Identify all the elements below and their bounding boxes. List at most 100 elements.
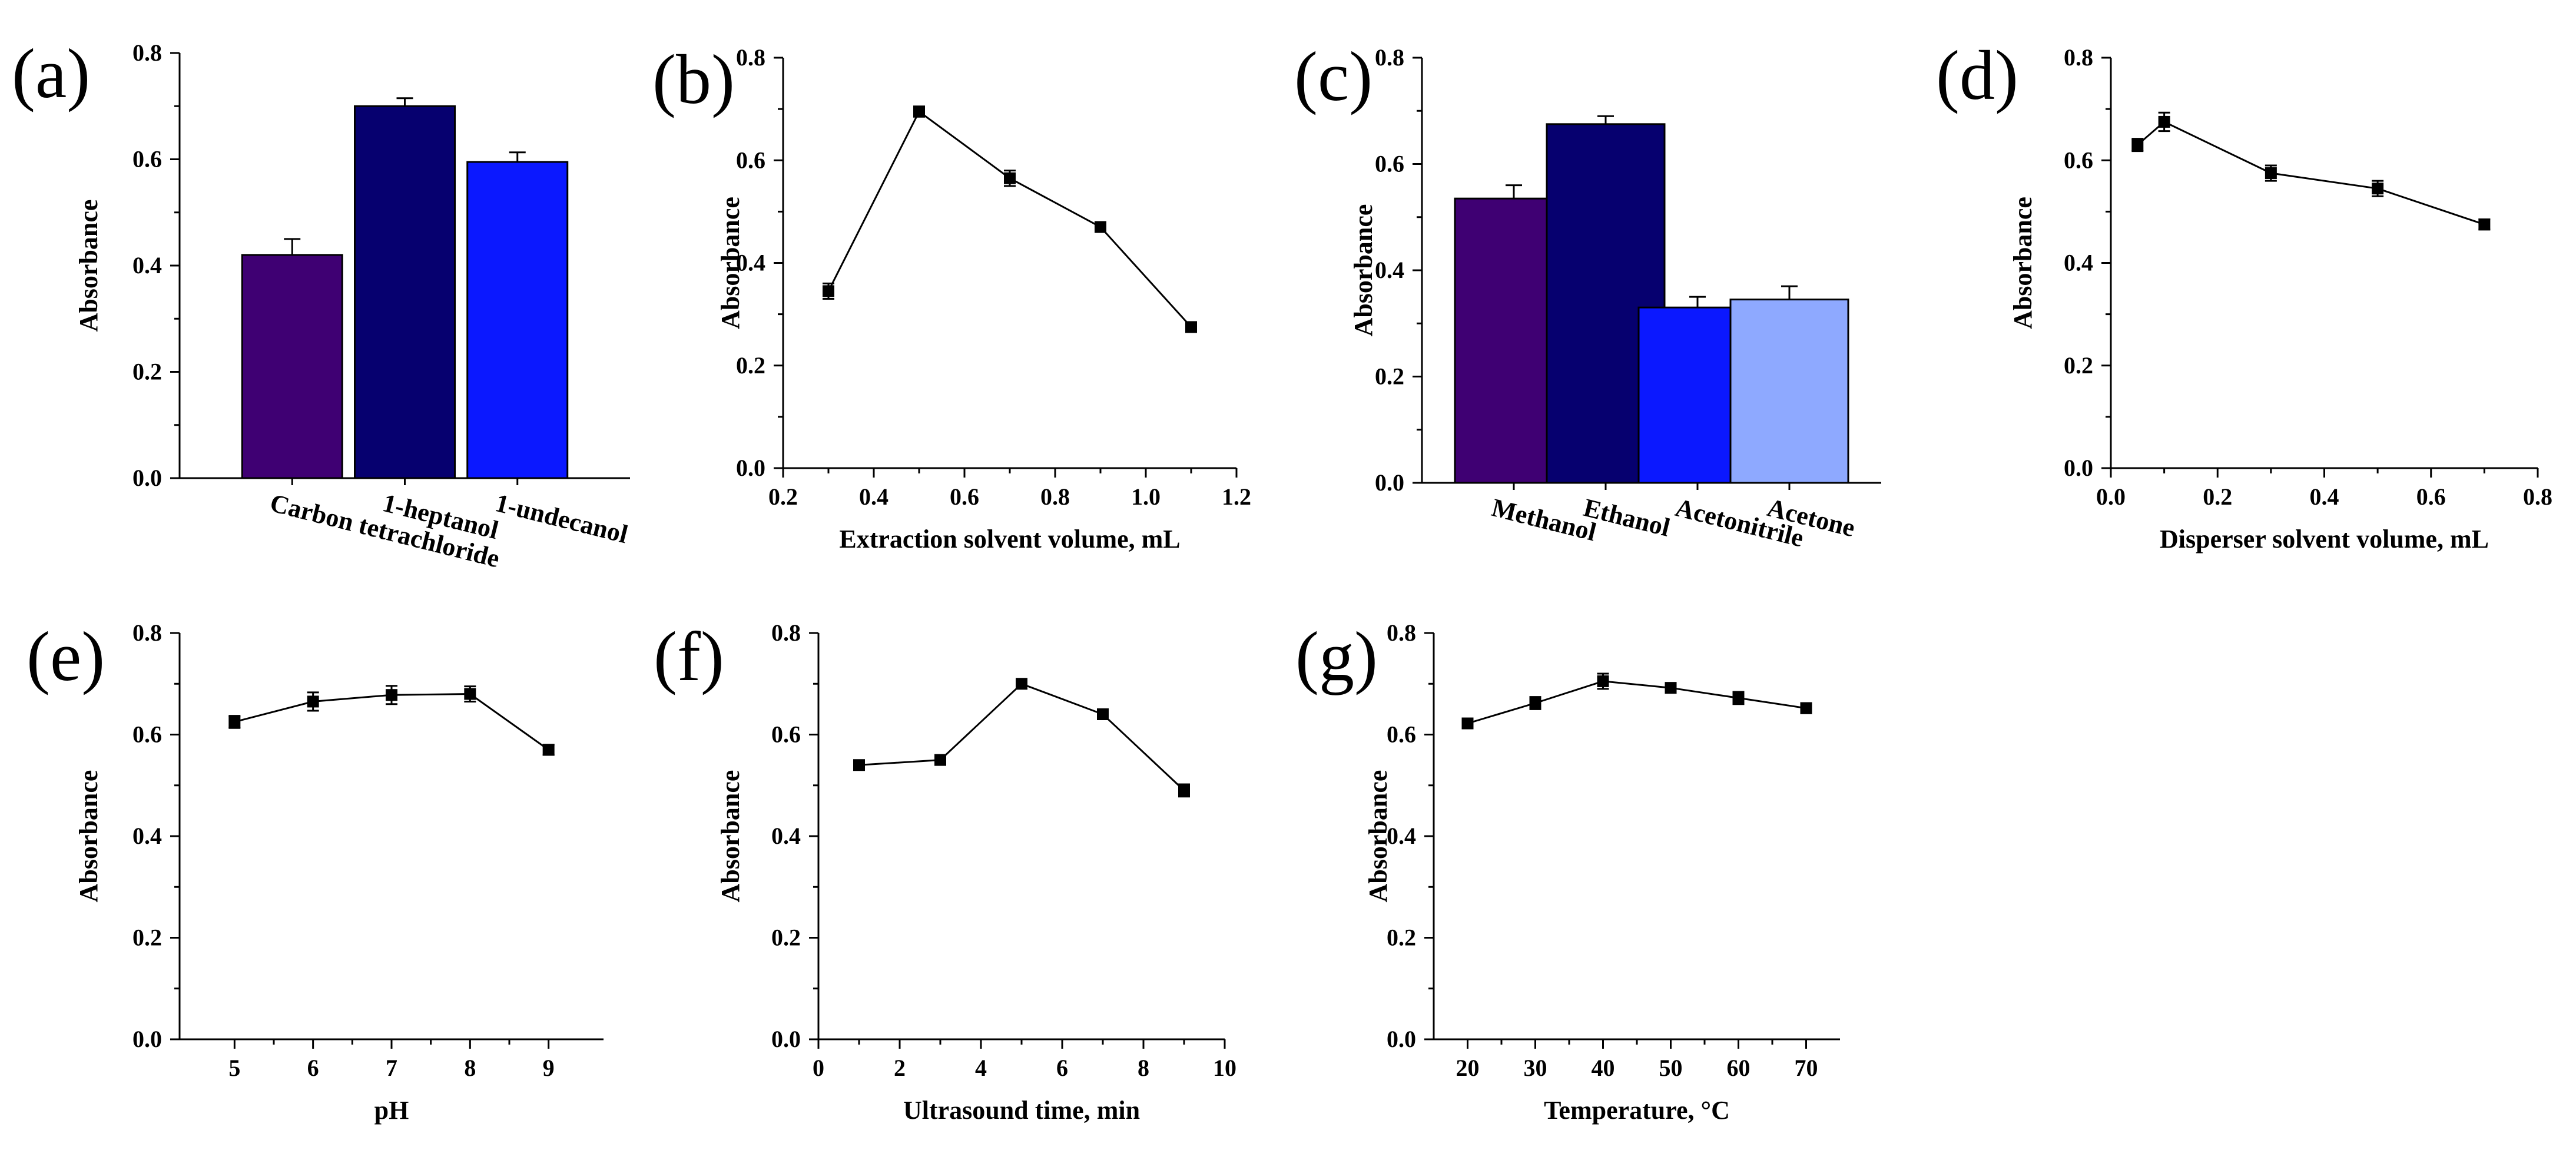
y-axis-title: Absorbance <box>716 197 745 329</box>
x-tick-label: 0.2 <box>768 483 798 510</box>
y-tick-label: 0.6 <box>1375 151 1404 177</box>
y-tick-label: 0.4 <box>1375 257 1404 283</box>
chart-panel: (f) 0.0 0.2 0.4 0.6 0.8 Absorbance 0 2 4 6 8 10 Ultra… <box>654 617 1236 1125</box>
data-point <box>542 744 555 756</box>
y-tick-label: 0.0 <box>736 455 765 481</box>
x-tick-label: 60 <box>1727 1055 1751 1081</box>
panel-label: (b) <box>652 40 735 118</box>
bar <box>1729 299 1849 484</box>
x-tick-label: 50 <box>1659 1055 1683 1081</box>
data-point <box>1529 697 1541 710</box>
x-tick-label: 7 <box>386 1055 397 1081</box>
y-tick-label: 0.4 <box>771 823 801 849</box>
data-point <box>1800 702 1812 714</box>
chart-panel: (d) 0.0 0.2 0.4 0.6 0.8 Absorbance 0.0 0.2 0.4 0.6… <box>1936 36 2552 554</box>
data-point <box>2372 183 2384 195</box>
data-point <box>1185 321 1197 333</box>
x-tick-label: 10 <box>1213 1055 1236 1081</box>
y-axis-title: Absorbance <box>74 770 103 903</box>
y-tick-label: 0.2 <box>2064 352 2093 379</box>
x-tick-label: 0.8 <box>1040 483 1070 510</box>
y-tick-label: 0.2 <box>1387 924 1416 951</box>
data-point <box>307 695 319 708</box>
series-line <box>2137 121 2485 226</box>
y-axis-title: Absorbance <box>2008 197 2037 329</box>
x-tick-label: 0.6 <box>950 483 979 510</box>
x-tick-label: 8 <box>464 1055 476 1081</box>
x-axis-title: Disperser solvent volume, mL <box>2160 525 2489 554</box>
y-tick-label: 0.6 <box>771 721 801 748</box>
y-tick-label: 0.0 <box>1375 469 1404 496</box>
x-tick-label: 0.4 <box>859 483 888 510</box>
series-line <box>858 682 1185 791</box>
data-point <box>823 285 834 297</box>
y-tick-label: 0.2 <box>771 924 801 951</box>
y-tick-label: 0.2 <box>1375 363 1404 390</box>
y-tick-label: 0.0 <box>771 1026 801 1052</box>
x-tick-label: 0.2 <box>2203 483 2232 510</box>
y-axis-title: Absorbance <box>716 770 745 903</box>
panel-label: (d) <box>1936 36 2018 114</box>
data-point <box>228 715 241 728</box>
x-axis-title: pH <box>374 1096 409 1125</box>
x-tick-label: 30 <box>1524 1055 1547 1081</box>
data-point <box>1461 717 1474 730</box>
y-tick-label: 0.6 <box>1387 721 1416 748</box>
x-category-label: 1-undecanol <box>492 488 631 549</box>
x-tick-label: 70 <box>1795 1055 1818 1081</box>
y-tick-label: 0.0 <box>1387 1026 1416 1052</box>
data-point <box>386 689 397 701</box>
panel-label: (a) <box>12 34 90 112</box>
x-tick-label: 20 <box>1456 1055 1480 1081</box>
y-tick-label: 0.8 <box>1375 44 1404 71</box>
data-point <box>1016 678 1027 690</box>
data-point <box>1732 692 1745 704</box>
x-axis-title: Ultrasound time, min <box>903 1096 1140 1125</box>
data-point <box>2158 115 2170 128</box>
data-point <box>1178 784 1190 797</box>
y-tick-label: 0.8 <box>132 39 162 66</box>
y-tick-label: 0.0 <box>132 1026 162 1052</box>
x-axis-title: Extraction solvent volume, mL <box>839 525 1180 554</box>
y-tick-label: 0.8 <box>132 619 162 646</box>
data-point <box>1665 682 1677 694</box>
y-tick-label: 0.4 <box>1387 823 1416 849</box>
panel-label: (e) <box>26 617 105 695</box>
data-point <box>1004 172 1016 184</box>
y-tick-label: 0.4 <box>2064 250 2093 276</box>
y-tick-label: 0.8 <box>1387 619 1416 646</box>
y-axis-title: Absorbance <box>1349 204 1378 337</box>
bar <box>241 254 343 479</box>
y-tick-label: 0.8 <box>2064 44 2093 71</box>
y-tick-label: 0.8 <box>771 619 801 646</box>
x-tick-label: 8 <box>1138 1055 1149 1081</box>
bar <box>466 161 569 479</box>
x-axis-title: Temperature, °C <box>1544 1096 1730 1125</box>
x-tick-label: 5 <box>228 1055 240 1081</box>
data-point <box>1095 221 1106 233</box>
y-tick-label: 0.6 <box>2064 147 2093 173</box>
x-tick-label: 0.4 <box>2310 483 2339 510</box>
x-tick-label: 9 <box>543 1055 555 1081</box>
x-tick-label: 0.6 <box>2416 483 2446 510</box>
x-tick-label: 2 <box>894 1055 906 1081</box>
x-tick-label: 4 <box>975 1055 987 1081</box>
y-tick-label: 0.4 <box>132 823 162 849</box>
data-point <box>1097 708 1109 720</box>
panel-label: (c) <box>1294 37 1372 115</box>
x-tick-label: 0.0 <box>2096 483 2126 510</box>
y-tick-label: 0.2 <box>132 924 162 951</box>
data-point <box>913 105 925 118</box>
y-axis-title: Absorbance <box>1364 770 1393 903</box>
x-tick-label: 1.0 <box>1131 483 1161 510</box>
panel-label: (f) <box>654 617 724 695</box>
y-tick-label: 0.0 <box>132 465 162 491</box>
data-point <box>2478 218 2491 231</box>
x-tick-label: 40 <box>1592 1055 1615 1081</box>
data-point <box>853 759 865 771</box>
data-point <box>2131 139 2144 151</box>
chart-panel: (g) 0.0 0.2 0.4 0.6 0.8 Absorbance 20 30 40 50 60 70… <box>1295 617 1840 1125</box>
panel-label: (g) <box>1295 617 1378 695</box>
bar <box>354 105 456 479</box>
